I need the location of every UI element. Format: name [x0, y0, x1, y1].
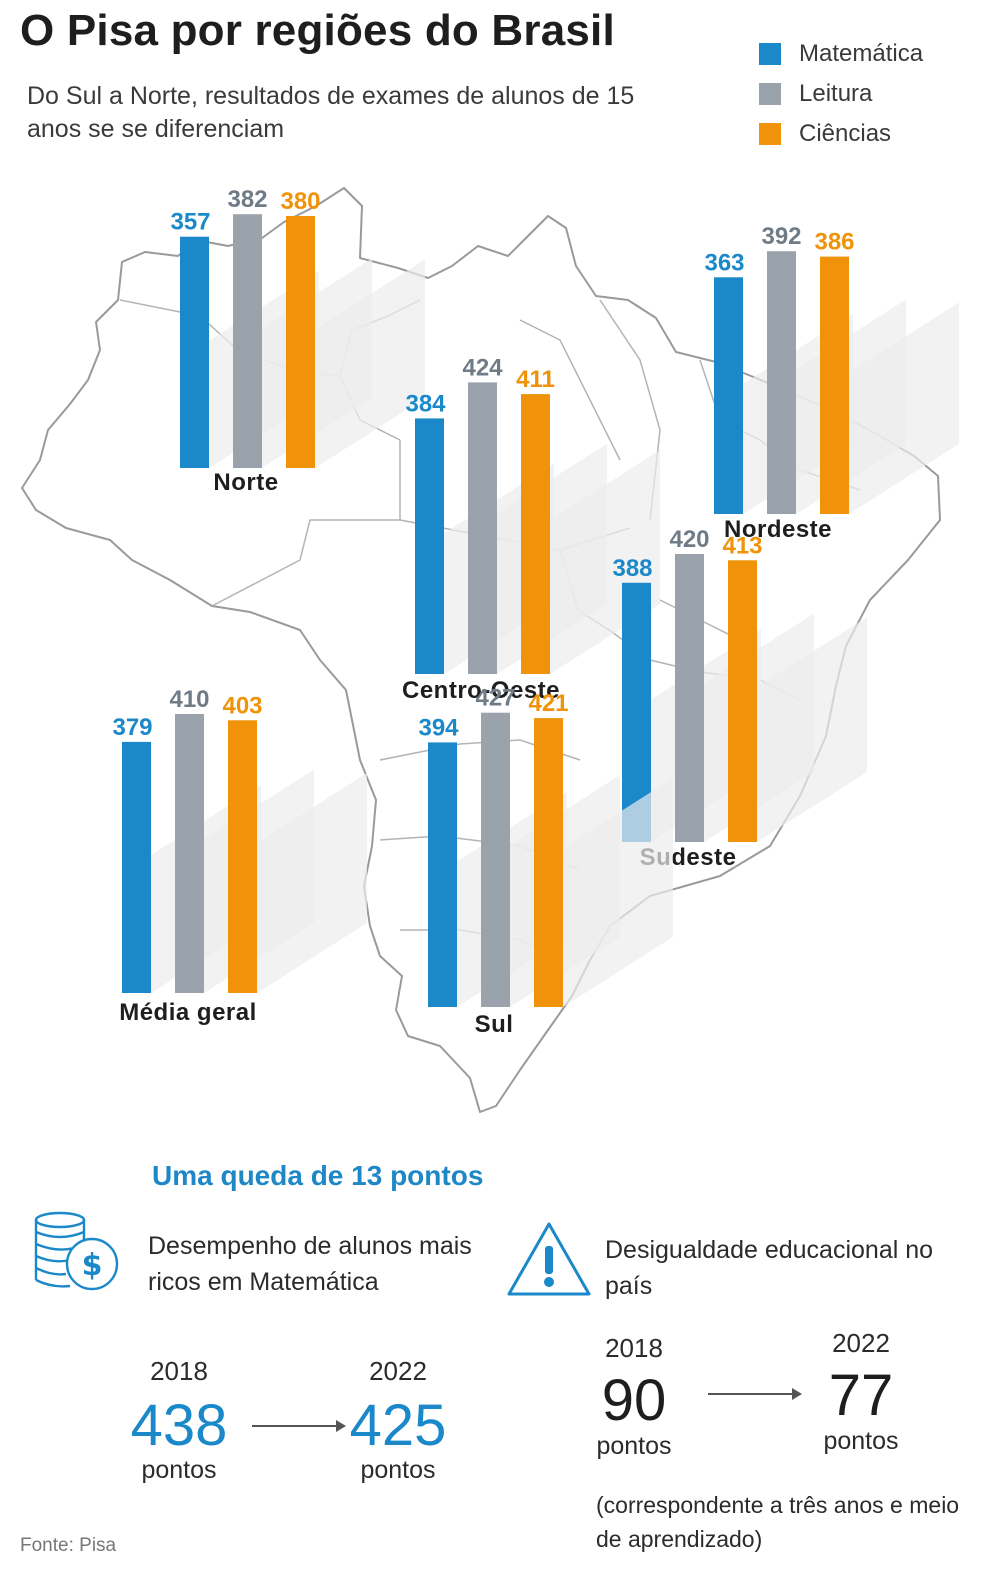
bar-nordeste-matematica — [714, 277, 743, 514]
bar-sul-matematica — [428, 742, 457, 1007]
bar-shadow — [315, 259, 425, 468]
svg-text:$: $ — [82, 1248, 103, 1283]
legend: Matemática Leitura Ciências — [759, 34, 923, 154]
legend-item-matematica: Matemática — [759, 34, 923, 74]
page-subtitle: Do Sul a Norte, resultados de exames de … — [27, 82, 635, 143]
left-value-2018: 438 — [130, 1393, 228, 1458]
data-label: 357 — [170, 209, 210, 236]
data-label: 421 — [528, 690, 568, 717]
bar-shadow — [849, 302, 959, 514]
bar-centro-oeste-ciencias — [521, 394, 550, 674]
left-year-2022: 2022 — [369, 1356, 427, 1386]
data-label: 403 — [222, 692, 262, 719]
data-label: 392 — [761, 223, 801, 250]
bar-centro-oeste-leitura — [468, 382, 497, 674]
bar-nordeste-leitura — [767, 251, 796, 514]
data-label: 388 — [612, 555, 652, 582]
data-label: 424 — [462, 354, 503, 381]
bar-shadow — [257, 773, 367, 993]
legend-swatch — [759, 123, 781, 145]
data-label: 384 — [405, 390, 446, 417]
data-label: 411 — [516, 366, 555, 393]
right-unit-2022: pontos — [823, 1427, 899, 1455]
region-label-norte: Norte — [213, 469, 278, 496]
bar-group-norte: 357 382 380 Norte — [170, 186, 425, 499]
data-label: 413 — [722, 532, 762, 559]
data-label: 382 — [227, 186, 267, 213]
bar-group-sul: 394 427 421 Sul — [418, 685, 673, 1041]
bar-media-geral-matematica — [122, 741, 151, 993]
region-label-centro-oeste: Centro-Oeste — [402, 677, 560, 704]
region-label-sul: Sul — [475, 1011, 514, 1038]
right-arrow — [708, 1388, 802, 1400]
legend-item-leitura: Leitura — [759, 74, 923, 114]
data-label: 363 — [704, 249, 744, 276]
brazil-map-chart: 357 382 380 Norte 363 392 386 Nordeste 384 424 411… — [21, 186, 959, 1113]
bar-sudeste-ciencias — [728, 560, 757, 842]
rich-students-label: Desempenho de alunos mais ricos em Matem… — [148, 1232, 472, 1296]
data-label: 380 — [280, 188, 320, 215]
legend-item-ciencias: Ciências — [759, 114, 923, 154]
bar-sudeste-leitura — [675, 554, 704, 842]
bar-norte-matematica — [180, 236, 209, 468]
legend-label: Ciências — [799, 120, 892, 147]
left-arrow — [252, 1420, 346, 1432]
data-label: 427 — [475, 685, 515, 712]
bar-norte-leitura — [233, 214, 262, 468]
bar-nordeste-ciencias — [820, 256, 849, 514]
data-label: 420 — [669, 526, 709, 553]
right-value-2022: 77 — [828, 1363, 894, 1428]
left-unit-2018: pontos — [141, 1456, 217, 1484]
headline-queda: Uma queda de 13 pontos — [152, 1160, 484, 1191]
inequality-note: (correspondente a três anos e meio de ap… — [596, 1492, 960, 1552]
data-label: 410 — [169, 686, 209, 713]
left-value-2022: 425 — [349, 1393, 447, 1458]
bar-group-media-geral: 379 410 403 Média geral — [112, 686, 367, 1029]
bar-shadow — [563, 778, 673, 1007]
inequality-label: Desigualdade educacional no país — [605, 1236, 934, 1300]
legend-label: Leitura — [799, 80, 873, 107]
right-year-2018: 2018 — [605, 1333, 663, 1363]
right-value-2018: 90 — [601, 1368, 667, 1433]
bar-norte-ciencias — [286, 216, 315, 468]
legend-swatch — [759, 43, 781, 65]
coins-dollar-icon: $ — [34, 1211, 119, 1291]
warning-icon — [507, 1222, 591, 1296]
bar-shadow — [757, 617, 867, 842]
bar-centro-oeste-matematica — [415, 418, 444, 674]
bar-groups: 357 382 380 Norte 363 392 386 Nordeste 384 424 411… — [112, 186, 959, 1041]
page-title: O Pisa por regiões do Brasil — [20, 6, 615, 55]
bar-sul-leitura — [481, 712, 510, 1007]
legend-label: Matemática — [799, 40, 924, 67]
data-label: 379 — [112, 714, 152, 741]
bar-group-centro-oeste: 384 424 411 Centro-Oeste — [399, 354, 660, 707]
right-unit-2018: pontos — [596, 1432, 672, 1460]
source-note: Fonte: Pisa — [20, 1535, 117, 1556]
data-label: 394 — [418, 714, 459, 741]
bar-media-geral-ciencias — [228, 720, 257, 993]
right-year-2022: 2022 — [832, 1328, 890, 1358]
bar-sul-ciencias — [534, 718, 563, 1007]
left-unit-2022: pontos — [360, 1456, 436, 1484]
bar-media-geral-leitura — [175, 714, 204, 993]
bar-group-nordeste: 363 392 386 Nordeste — [704, 223, 959, 546]
data-label: 386 — [814, 229, 854, 256]
region-label-media-geral: Média geral — [119, 999, 257, 1026]
left-year-2018: 2018 — [150, 1356, 208, 1386]
legend-swatch — [759, 83, 781, 105]
region-label-nordeste: Nordeste — [724, 516, 832, 543]
